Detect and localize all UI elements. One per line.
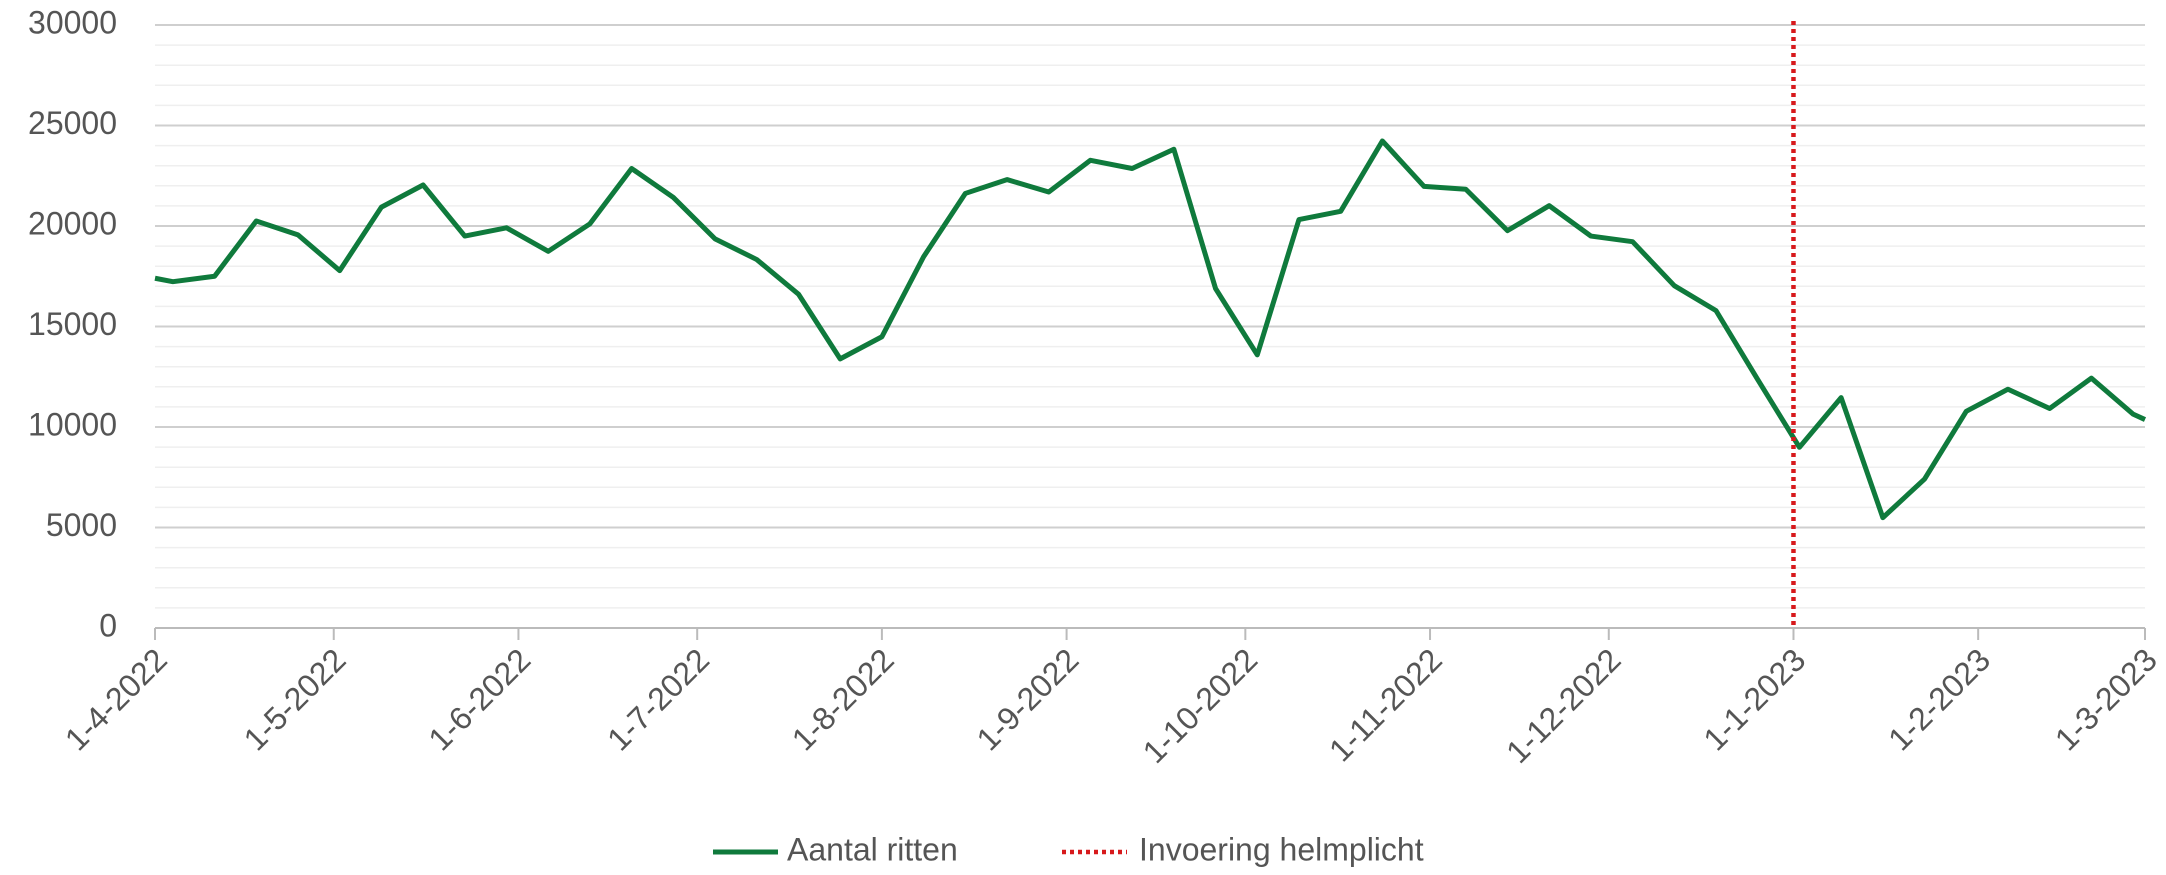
- line-series: [154, 138, 2147, 521]
- x-tick-label: 1-9-2022: [969, 641, 1085, 757]
- x-tick-label: 1-5-2022: [237, 641, 353, 757]
- x-tick-label: 1-11-2022: [1322, 641, 1449, 768]
- x-tick-label: 1-4-2022: [58, 641, 174, 757]
- x-tick-label: 1-2-2023: [1881, 641, 1997, 757]
- x-tick-label: 1-6-2022: [421, 641, 537, 757]
- x-tick-label: 1-7-2022: [600, 641, 716, 757]
- x-tick-label: 1-10-2022: [1136, 641, 1265, 770]
- legend-label: Invoering helmplicht: [1139, 831, 1424, 867]
- legend-label: Aantal ritten: [787, 831, 958, 867]
- y-tick-label: 25000: [28, 105, 117, 141]
- y-tick-label: 10000: [28, 406, 117, 442]
- y-tick-label: 15000: [28, 306, 117, 342]
- x-tick-label: 1-3-2023: [2048, 641, 2164, 757]
- y-tick-label: 5000: [46, 507, 117, 543]
- y-tick-label: 20000: [28, 205, 117, 241]
- y-tick-label: 30000: [28, 4, 117, 40]
- x-tick-label: 1-12-2022: [1499, 641, 1628, 770]
- x-tick-label: 1-1-2023: [1696, 641, 1812, 757]
- y-tick-label: 0: [99, 607, 117, 643]
- x-tick-label: 1-8-2022: [785, 641, 901, 757]
